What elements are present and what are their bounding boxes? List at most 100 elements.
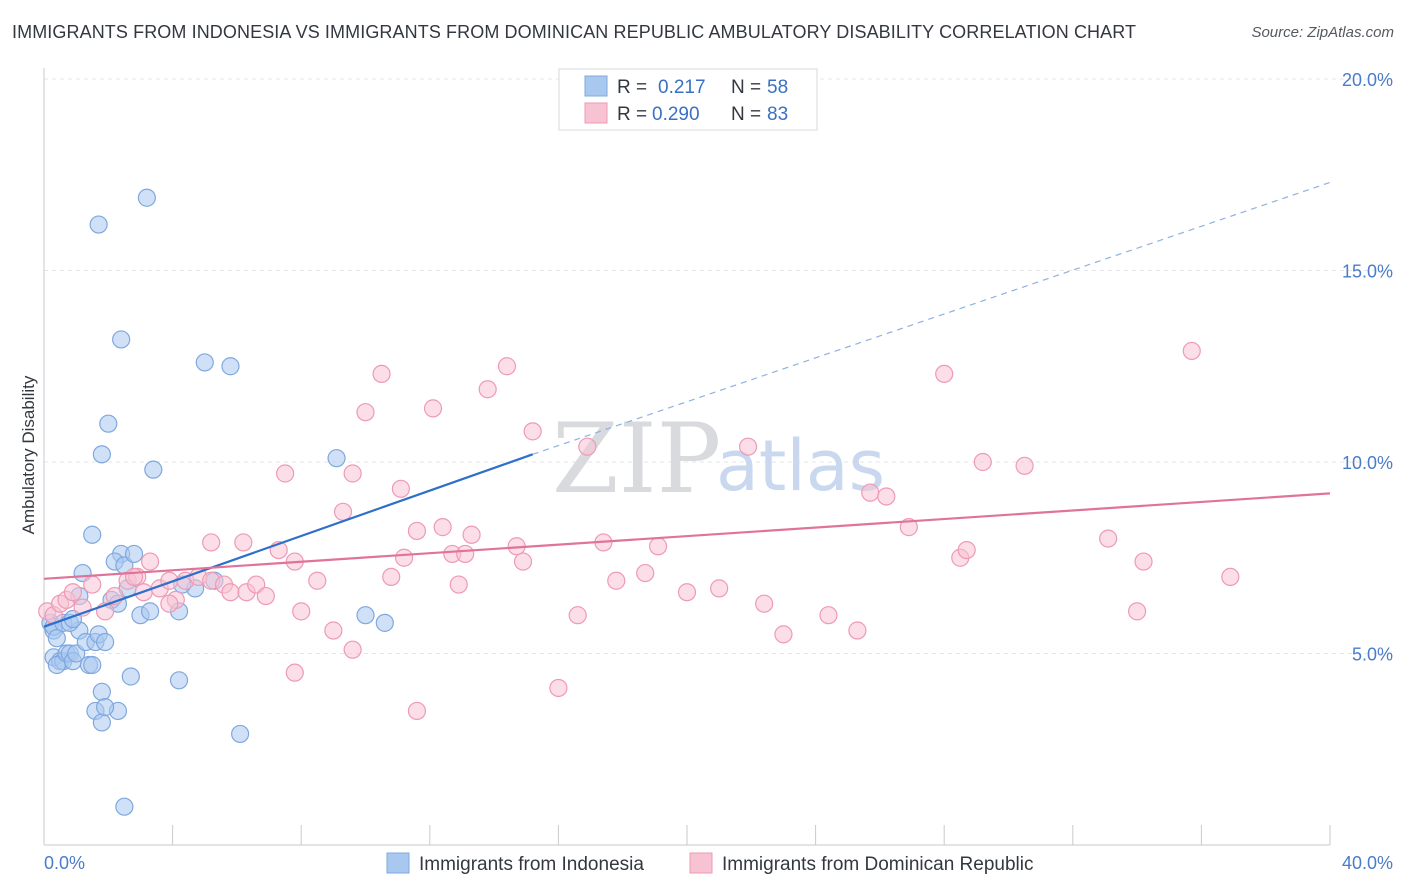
- legend-r-value-indonesia: 0.217: [658, 77, 706, 98]
- data-point-dominican: [456, 544, 475, 564]
- data-point-dominican: [497, 357, 517, 376]
- data-point-indonesia: [221, 357, 240, 376]
- data-point-dominican: [124, 567, 144, 587]
- data-point-dominican: [710, 579, 729, 598]
- data-point-indonesia: [169, 671, 189, 690]
- data-point-dominican: [324, 621, 343, 640]
- data-point-dominican: [433, 518, 452, 537]
- bottom-legend-label-indonesia: Immigrants from Indonesia: [419, 854, 644, 875]
- legend-swatch-dominican: [584, 102, 608, 124]
- data-point-dominican: [1182, 341, 1201, 361]
- chart-title: IMMIGRANTS FROM INDONESIA VS IMMIGRANTS …: [12, 22, 1137, 42]
- x-tick-label: 0.0%: [44, 853, 85, 873]
- data-point-dominican: [877, 487, 896, 506]
- data-point-dominican: [256, 586, 275, 606]
- y-tick-labels: 5.0% 10.0% 15.0% 20.0%: [1342, 70, 1393, 665]
- data-point-dominican: [407, 701, 427, 721]
- y-tick-label: 5.0%: [1352, 645, 1393, 665]
- legend-r-label: R =: [617, 77, 647, 98]
- data-point-dominican: [523, 422, 542, 441]
- data-point-dominican: [755, 594, 774, 613]
- trend-line-dominican: [43, 492, 1331, 580]
- bottom-legend-swatch-dominican: [689, 852, 713, 874]
- data-point-indonesia: [115, 797, 134, 816]
- data-point-dominican: [382, 567, 401, 587]
- data-point-dominican: [738, 437, 758, 456]
- data-point-dominican: [513, 552, 533, 571]
- x-tick-label: 40.0%: [1342, 853, 1393, 873]
- data-point-dominican: [774, 625, 793, 644]
- data-point-dominican: [285, 663, 304, 682]
- data-point-indonesia: [124, 544, 144, 564]
- data-point-dominican: [356, 403, 375, 422]
- x-tick-labels: 0.0% 40.0%: [44, 853, 1393, 873]
- data-point-dominican: [343, 640, 362, 659]
- legend-n-label: N =: [731, 104, 761, 125]
- data-point-dominican: [636, 563, 655, 583]
- data-point-indonesia: [89, 215, 108, 234]
- data-point-dominican: [819, 606, 838, 625]
- data-point-dominican: [407, 521, 427, 541]
- legend-n-value-dominican: 83: [767, 104, 788, 125]
- data-point-dominican: [234, 533, 253, 552]
- data-point-indonesia: [195, 353, 214, 372]
- data-point-indonesia: [144, 460, 163, 479]
- data-point-indonesia: [95, 632, 115, 652]
- data-point-dominican: [861, 483, 880, 502]
- watermark-zip: ZIP: [552, 403, 721, 515]
- data-point-dominican: [935, 364, 954, 384]
- data-point-dominican: [677, 583, 697, 602]
- data-point-dominican: [957, 540, 976, 560]
- data-point-dominican: [276, 464, 295, 483]
- data-point-indonesia: [327, 449, 346, 468]
- axes: [43, 68, 1331, 846]
- legend-n-label: N =: [731, 77, 761, 98]
- bottom-legend-label-dominican: Immigrants from Dominican Republic: [722, 854, 1034, 875]
- bottom-legend-swatch-indonesia: [386, 852, 410, 874]
- data-point-dominican: [1221, 567, 1240, 587]
- data-point-dominican: [423, 399, 443, 418]
- trend-lines: [43, 181, 1331, 628]
- bottom-legend: Immigrants from Indonesia Immigrants fro…: [386, 852, 1034, 875]
- data-point-indonesia: [121, 667, 140, 686]
- data-point-indonesia: [92, 713, 111, 732]
- y-tick-label: 15.0%: [1342, 262, 1393, 282]
- data-point-indonesia: [92, 682, 111, 701]
- data-point-indonesia: [140, 602, 160, 621]
- data-point-indonesia: [231, 724, 250, 744]
- y-axis-label: Ambulatory Disability: [19, 375, 38, 534]
- data-point-dominican: [140, 552, 160, 571]
- data-point-dominican: [1099, 529, 1118, 548]
- data-point-dominican: [449, 575, 468, 594]
- data-point-dominican: [343, 464, 362, 483]
- data-point-indonesia: [83, 525, 102, 544]
- data-point-dominican: [372, 364, 391, 384]
- legend-box: R = 0.217 N = 58 R = 0.290 N = 83: [558, 68, 818, 131]
- data-point-dominican: [63, 583, 83, 602]
- data-point-indonesia: [83, 655, 102, 675]
- data-point-dominican: [478, 380, 497, 399]
- data-point-dominican: [549, 678, 568, 698]
- data-point-dominican: [568, 606, 587, 625]
- data-point-dominican: [1127, 602, 1147, 621]
- data-point-dominican: [160, 594, 179, 613]
- data-point-indonesia: [47, 629, 66, 648]
- data-point-dominican: [292, 602, 311, 621]
- data-point-indonesia: [95, 698, 115, 717]
- data-point-dominican: [83, 575, 102, 594]
- data-point-indonesia: [356, 606, 375, 625]
- data-point-dominican: [462, 525, 481, 544]
- grid-lines: [44, 78, 1394, 654]
- data-point-dominican: [221, 583, 240, 602]
- legend-r-label: R =: [617, 104, 647, 125]
- data-point-dominican: [899, 518, 918, 537]
- y-tick-label: 10.0%: [1342, 453, 1393, 473]
- watermark-atlas: atlas: [716, 425, 885, 507]
- data-point-dominican: [607, 571, 626, 590]
- data-point-dominican: [1134, 552, 1153, 571]
- data-point-indonesia: [137, 188, 156, 207]
- data-points: [38, 188, 1240, 816]
- data-point-indonesia: [99, 414, 118, 433]
- data-point-dominican: [308, 571, 327, 590]
- legend-swatch-indonesia: [584, 75, 608, 97]
